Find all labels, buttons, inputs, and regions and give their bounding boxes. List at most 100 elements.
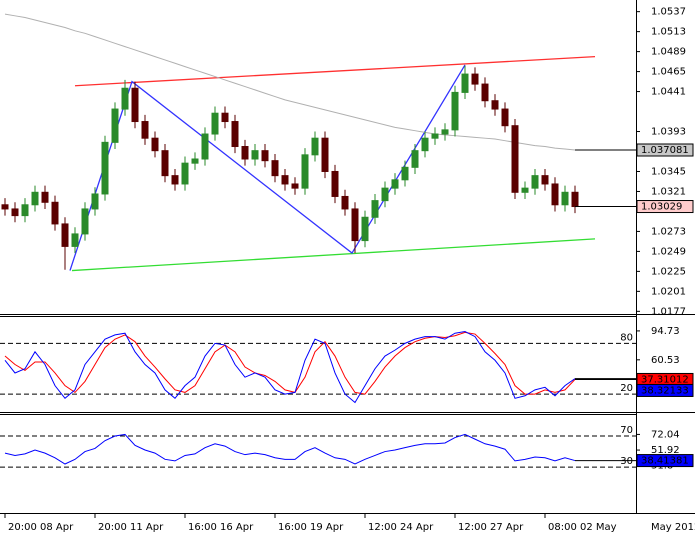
series-line	[4, 13, 576, 151]
x-tick-label: 20:00 08 Apr	[8, 522, 74, 533]
x-tick-label: 16:00 19 Apr	[278, 522, 344, 533]
candle-body	[481, 83, 489, 102]
candle-body	[441, 129, 449, 135]
x-tick-label: 08:00 02 May	[548, 522, 617, 533]
candle-body	[551, 183, 559, 206]
value-label-box	[636, 200, 694, 214]
y-tick-label: 1.0441	[651, 87, 686, 98]
candle-body	[91, 193, 99, 210]
candle-body	[561, 191, 569, 206]
candle-body	[291, 183, 299, 189]
level-label: 30	[620, 456, 633, 467]
value-label: 38.41381	[641, 456, 689, 467]
candle-body	[401, 166, 409, 181]
candle-body	[491, 100, 499, 110]
candle-body	[101, 141, 109, 195]
y-tick-label: 1.0249	[651, 246, 686, 257]
candle-body	[131, 87, 139, 123]
candle-body	[241, 146, 249, 160]
candle-body	[41, 191, 49, 203]
trend-line	[71, 238, 596, 272]
candle-body	[141, 121, 149, 139]
candle-body	[161, 150, 169, 177]
candle-body	[171, 175, 179, 185]
candle-body	[521, 187, 529, 193]
candle-body	[11, 208, 19, 217]
x-tick-label: 12:00 27 Apr	[458, 522, 524, 533]
candle-body	[261, 150, 269, 162]
candle-body	[71, 233, 79, 247]
y-tick-label: 60.53	[651, 355, 680, 366]
candle-body	[431, 133, 439, 139]
candle-body	[311, 137, 319, 156]
level-label: 80	[620, 332, 633, 343]
y-tick-label: 1.0321	[651, 186, 686, 197]
candle-body	[201, 133, 209, 160]
candle-body	[271, 160, 279, 177]
candle-body	[111, 108, 119, 143]
x-tick-label: 12:00 24 Apr	[368, 522, 434, 533]
candle-body	[331, 170, 339, 197]
y-tick-label: 1.0225	[651, 266, 686, 277]
y-tick-label: 51.92	[651, 445, 680, 456]
candle-body	[461, 73, 469, 93]
value-label: 1.037081	[641, 145, 689, 156]
value-label-box	[636, 454, 694, 468]
level-label: 20	[620, 383, 633, 394]
y-tick-label: 72.04	[651, 429, 680, 440]
level-label: 70	[620, 425, 633, 436]
trend-line	[69, 64, 466, 271]
candle-body	[151, 137, 159, 152]
y-tick-label: 1.0513	[651, 27, 686, 38]
candle-body	[351, 208, 359, 242]
series-line	[4, 433, 576, 465]
candle-body	[531, 175, 539, 189]
value-label-box	[636, 383, 694, 397]
series-line	[4, 331, 576, 404]
y-tick-label: 1.0393	[651, 127, 686, 138]
candle-body	[61, 223, 69, 247]
value-label: 37.31012	[641, 374, 689, 385]
candle-body	[421, 137, 429, 152]
y-tick-label: 1.0273	[651, 226, 686, 237]
candle-body	[211, 112, 219, 135]
candle-body	[181, 162, 189, 185]
y-tick-label: 1.0201	[651, 286, 686, 297]
candle-body	[191, 158, 199, 164]
y-tick-label: 1.0177	[651, 306, 686, 317]
candle-body	[451, 91, 459, 131]
candle-body	[81, 208, 89, 235]
candle-body	[251, 150, 259, 160]
candle-body	[571, 191, 579, 208]
x-tick-label: 20:00 11 Apr	[98, 522, 164, 533]
candle-body	[1, 204, 9, 210]
y-tick-label: 1.0465	[651, 67, 686, 78]
candle-body	[391, 179, 399, 189]
candle-body	[121, 87, 129, 110]
y-tick-label: 94.73	[651, 326, 680, 337]
y-tick-label: 1.0345	[651, 166, 686, 177]
candle-body	[371, 200, 379, 218]
value-label-box	[636, 143, 694, 157]
candle-body	[301, 154, 309, 189]
candle-body	[511, 125, 519, 193]
y-tick-label: 1.0489	[651, 47, 686, 58]
candle-body	[21, 204, 29, 217]
candle-body	[471, 73, 479, 85]
candle-body	[341, 195, 349, 210]
candle-body	[411, 150, 419, 168]
trend-line	[74, 55, 596, 87]
candle-body	[51, 201, 59, 225]
candle-body	[231, 121, 239, 148]
candle-body	[31, 191, 39, 206]
value-label: 38.32133	[641, 385, 689, 396]
y-tick-label: 1.0537	[651, 7, 686, 18]
candle-body	[501, 108, 509, 127]
candle-body	[381, 187, 389, 202]
x-tick-label: 16:00 16 Apr	[188, 522, 254, 533]
candle-body	[281, 175, 289, 185]
candle-body	[321, 137, 329, 172]
candle-body	[541, 175, 549, 185]
